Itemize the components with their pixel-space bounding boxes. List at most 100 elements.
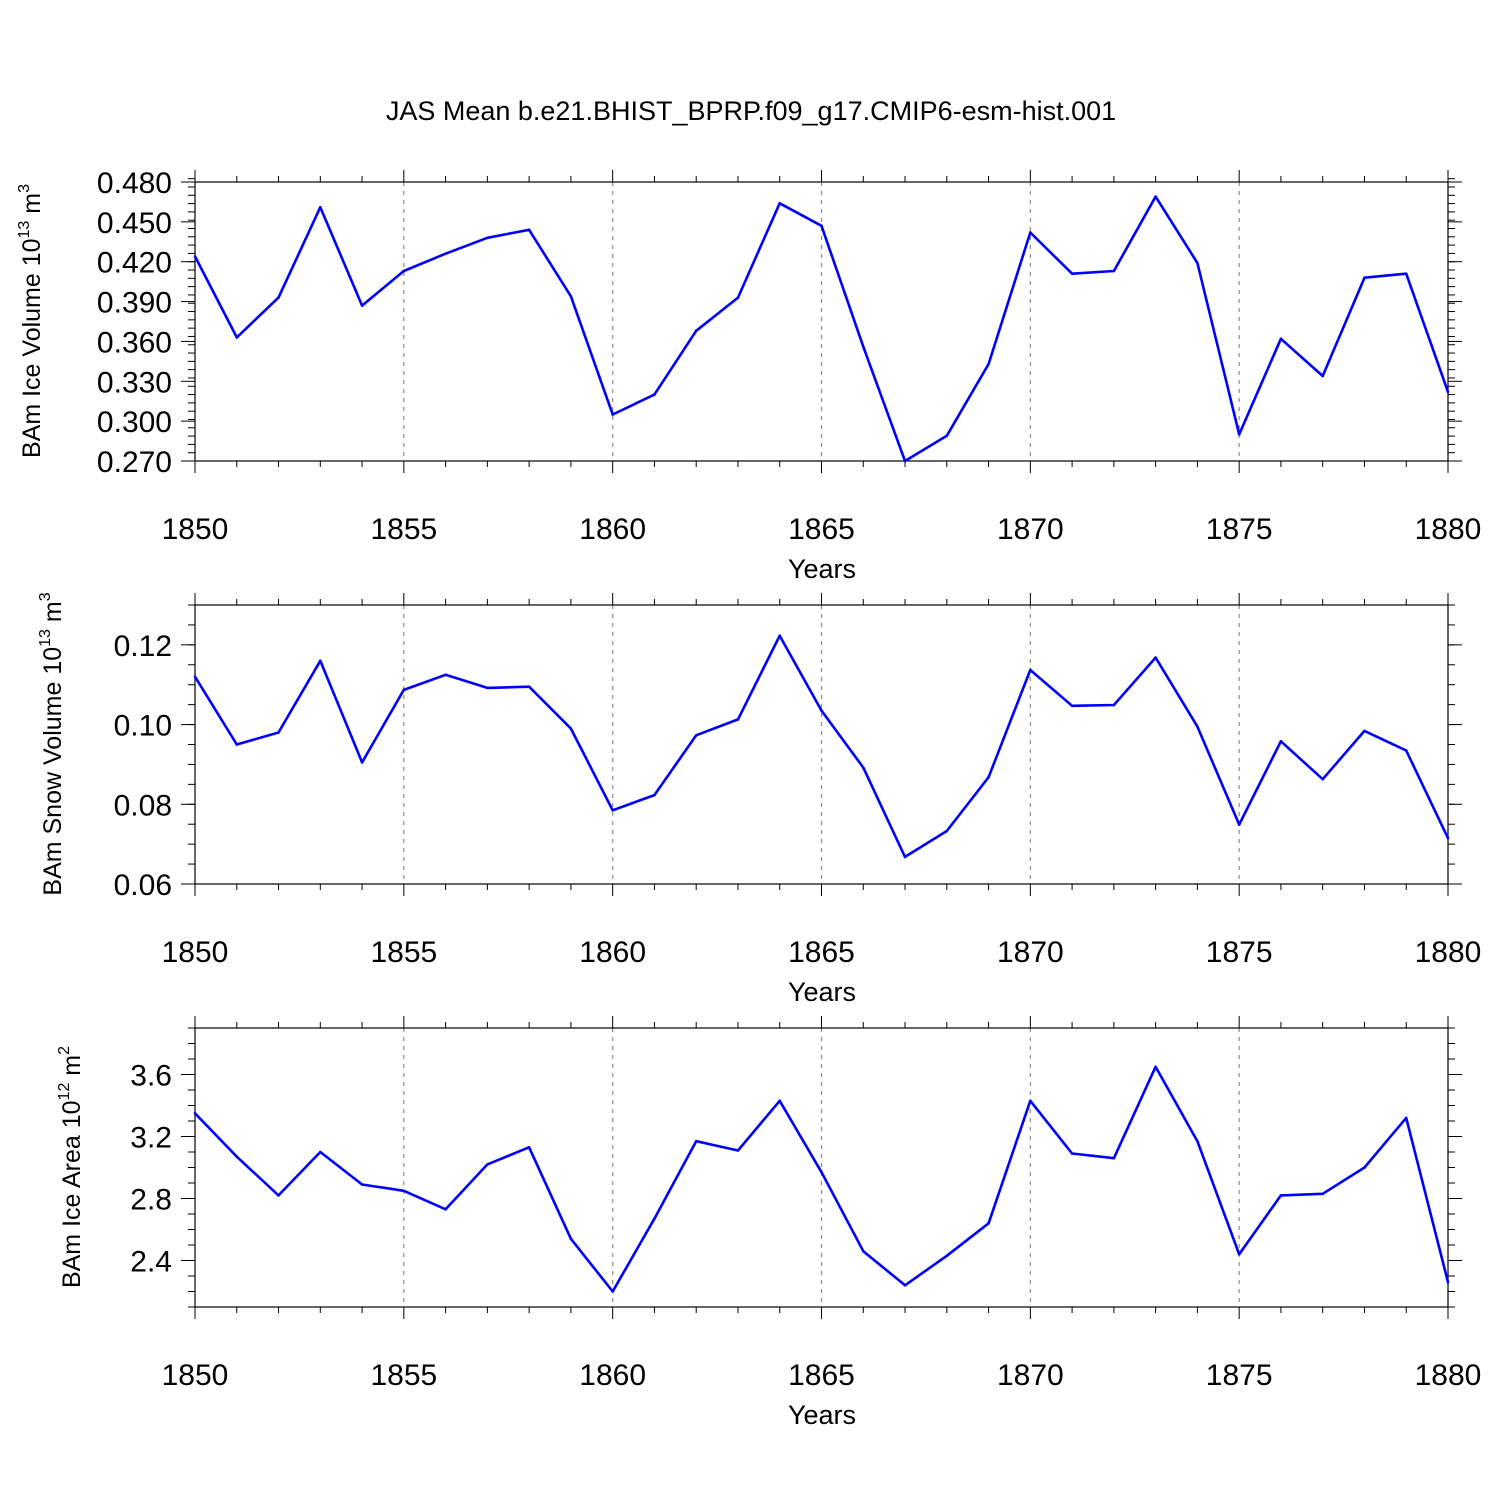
y-tick-label: 0.420 <box>97 247 172 280</box>
x-tick-label: 1870 <box>997 1359 1064 1392</box>
x-tick-label: 1850 <box>162 513 229 546</box>
y-tick-label: 0.10 <box>114 710 172 743</box>
x-tick-label: 1870 <box>997 936 1064 969</box>
data-point <box>903 459 907 463</box>
y-tick-label: 3.2 <box>130 1122 172 1155</box>
data-point <box>444 673 447 677</box>
data-point <box>861 766 865 769</box>
x-tick-label: 1855 <box>370 936 437 969</box>
data-point <box>1237 433 1241 436</box>
data-point <box>736 718 740 721</box>
data-point <box>277 1194 280 1197</box>
panel-snow-volume: 0.06 0.08 0.10 0.12 1850 1855 1860 1865 1870 187… <box>37 592 1481 1007</box>
data-point <box>527 1146 531 1149</box>
data-point <box>277 731 280 734</box>
data-point <box>1029 668 1032 672</box>
data-point <box>1279 1194 1283 1197</box>
y-tick-label: 0.12 <box>114 630 172 663</box>
data-point <box>193 1111 197 1115</box>
data-point <box>820 709 823 712</box>
data-point <box>1154 1065 1157 1069</box>
data-point <box>653 793 656 797</box>
data-point <box>1196 1139 1199 1143</box>
data-point <box>1112 1156 1116 1160</box>
x-tick-label: 1865 <box>788 1359 855 1392</box>
data-point <box>903 1284 907 1287</box>
y-tick-label: 0.08 <box>114 789 172 822</box>
data-point <box>1321 777 1324 781</box>
data-point <box>861 1249 865 1253</box>
y-axis-label: BAm Ice Volume 1013 m3 <box>16 184 46 458</box>
x-tick-label: 1865 <box>788 513 855 546</box>
y-tick-label: 3.6 <box>130 1060 172 1093</box>
data-point <box>235 743 239 746</box>
data-point <box>653 1217 656 1220</box>
data-point <box>569 1237 573 1241</box>
data-point <box>569 727 573 730</box>
data-point <box>1363 1166 1366 1169</box>
data-point <box>235 336 239 339</box>
x-axis-label: Years <box>788 1400 856 1430</box>
data-point <box>319 659 322 663</box>
data-point <box>1321 1192 1324 1196</box>
x-axis-label: Years <box>788 977 856 1007</box>
data-point <box>1363 276 1366 279</box>
data-point <box>820 224 823 228</box>
data-point <box>1404 1116 1408 1120</box>
x-tick-label: 1875 <box>1206 513 1273 546</box>
data-point <box>360 1183 364 1186</box>
data-point <box>1029 231 1032 234</box>
data-point <box>402 1189 406 1193</box>
data-point <box>235 1155 239 1158</box>
data-point <box>694 329 698 333</box>
y-tick-label: 0.300 <box>97 406 172 439</box>
data-point <box>527 685 531 689</box>
figure-title: JAS Mean b.e21.BHIST_BPRP.f09_g17.CMIP6-… <box>386 96 1116 126</box>
data-point <box>444 252 447 256</box>
data-point <box>987 775 990 779</box>
data-point <box>611 808 614 812</box>
data-point <box>486 1163 489 1166</box>
y-tick-label: 0.390 <box>97 287 172 320</box>
data-point <box>402 688 406 692</box>
x-tick-label: 1875 <box>1206 1359 1273 1392</box>
data-point <box>1321 374 1324 378</box>
x-tick-label: 1855 <box>370 513 437 546</box>
data-point <box>319 205 322 209</box>
data-point <box>193 675 197 679</box>
y-axis-label: BAm Ice Area 1012 m2 <box>56 1046 86 1288</box>
x-tick-label: 1850 <box>162 936 229 969</box>
panel-ice-volume: 0.270 0.300 0.330 0.360 0.390 0.420 0.450 0.480… <box>16 167 1481 584</box>
data-point <box>903 855 907 859</box>
x-tick-label: 1850 <box>162 1359 229 1392</box>
data-point <box>1154 656 1157 659</box>
x-tick-label: 1880 <box>1415 513 1482 546</box>
data-point <box>402 269 406 273</box>
data-point <box>1196 725 1199 728</box>
data-point <box>1363 729 1366 733</box>
data-point <box>486 686 489 690</box>
data-point <box>569 294 573 298</box>
x-axis-label: Years <box>788 554 856 584</box>
data-point <box>1446 390 1450 394</box>
y-tick-label: 0.360 <box>97 326 172 359</box>
x-tick-label: 1875 <box>1206 936 1273 969</box>
data-point <box>987 362 990 366</box>
data-point <box>611 413 614 416</box>
y-axis-label: BAm Snow Volume 1013 m3 <box>37 592 67 895</box>
data-point <box>736 296 740 299</box>
data-point <box>861 345 865 349</box>
data-point <box>1446 836 1450 840</box>
data-point <box>360 304 364 307</box>
data-point <box>1070 1152 1074 1155</box>
data-point <box>277 296 280 299</box>
y-tick-label: 2.8 <box>130 1184 172 1217</box>
data-point <box>1279 337 1283 341</box>
data-point <box>1446 1280 1450 1284</box>
x-tick-label: 1880 <box>1415 1359 1482 1392</box>
y-tick-label: 0.06 <box>114 869 172 902</box>
data-point <box>820 1170 823 1174</box>
x-tick-label: 1855 <box>370 1359 437 1392</box>
panel-ice-area: 2.4 2.8 3.2 3.6 1850 1855 1860 1865 1870 1875 188… <box>56 1016 1481 1430</box>
